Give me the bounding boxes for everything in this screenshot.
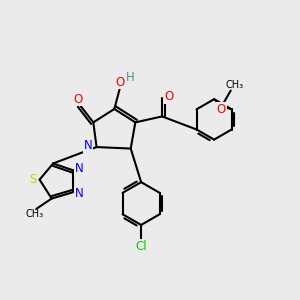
Text: Cl: Cl (135, 240, 147, 253)
Text: O: O (164, 90, 173, 103)
Text: N: N (75, 187, 84, 200)
Text: S: S (29, 173, 37, 186)
Text: N: N (75, 162, 84, 175)
Text: H: H (126, 71, 134, 84)
Text: O: O (73, 93, 82, 106)
Text: CH₃: CH₃ (226, 80, 244, 90)
Text: N: N (84, 139, 93, 152)
Text: CH₃: CH₃ (26, 209, 44, 219)
Text: O: O (217, 103, 226, 116)
Text: O: O (116, 76, 125, 89)
